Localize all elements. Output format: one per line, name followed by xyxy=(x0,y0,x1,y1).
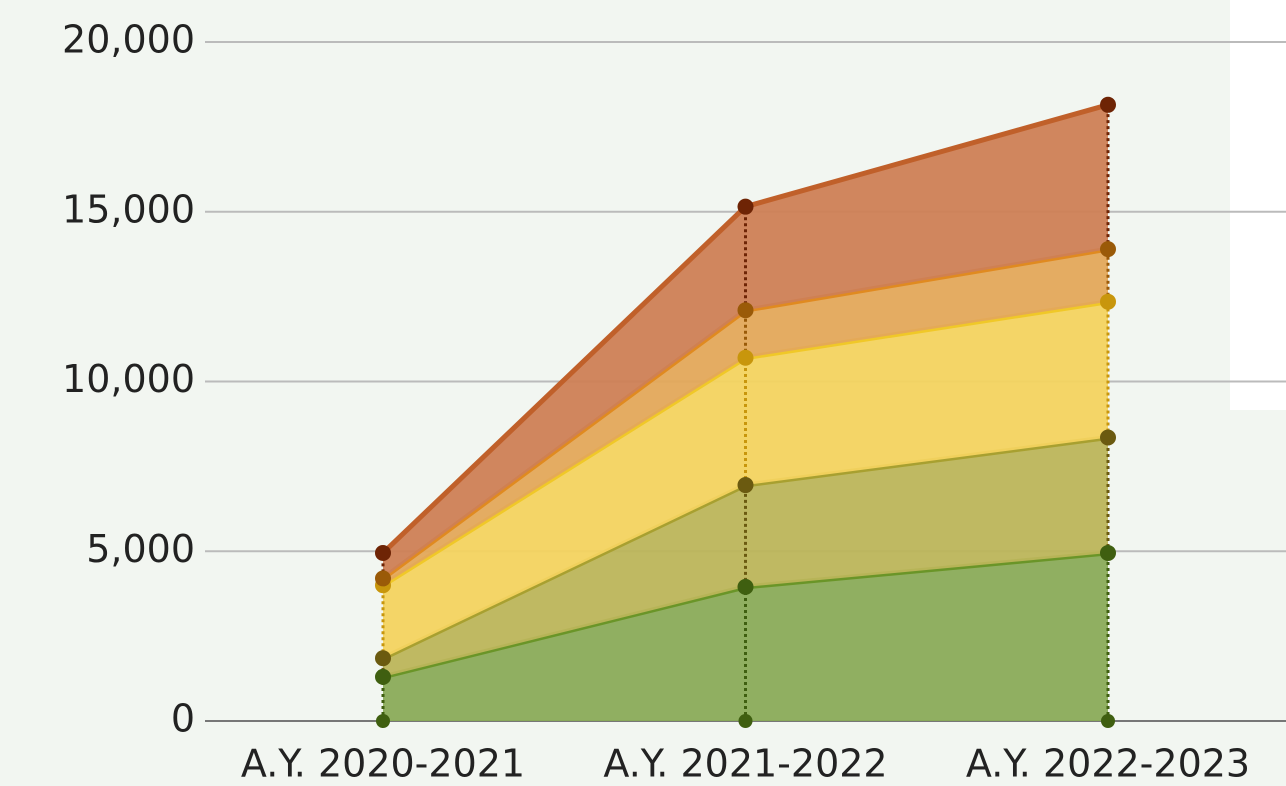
point xyxy=(375,570,391,587)
point xyxy=(1100,544,1116,561)
area xyxy=(383,104,1108,579)
base-point xyxy=(738,714,753,728)
point xyxy=(375,668,391,685)
point xyxy=(737,349,754,366)
background-patch xyxy=(1230,0,1286,410)
area xyxy=(383,437,1108,677)
y-tick-label: 10,000 xyxy=(62,357,195,401)
point xyxy=(737,302,754,319)
point xyxy=(737,198,754,215)
x-tick-label: A.Y. 2020-2021 xyxy=(241,742,525,786)
point xyxy=(1100,241,1116,258)
y-tick-label: 15,000 xyxy=(62,187,195,231)
point xyxy=(375,544,391,561)
point xyxy=(737,578,754,595)
point xyxy=(1100,293,1116,310)
base-point xyxy=(376,714,390,728)
y-tick-label: 5,000 xyxy=(86,527,195,571)
y-tick-label: 0 xyxy=(171,697,195,741)
x-tick-label: A.Y. 2021-2022 xyxy=(603,742,887,786)
point xyxy=(1100,429,1116,446)
y-tick-label: 20,000 xyxy=(62,18,195,62)
base-point xyxy=(1101,714,1115,728)
x-tick-label: A.Y. 2022-2023 xyxy=(966,742,1250,786)
point xyxy=(375,650,391,667)
point xyxy=(737,477,754,494)
point xyxy=(1100,96,1116,113)
